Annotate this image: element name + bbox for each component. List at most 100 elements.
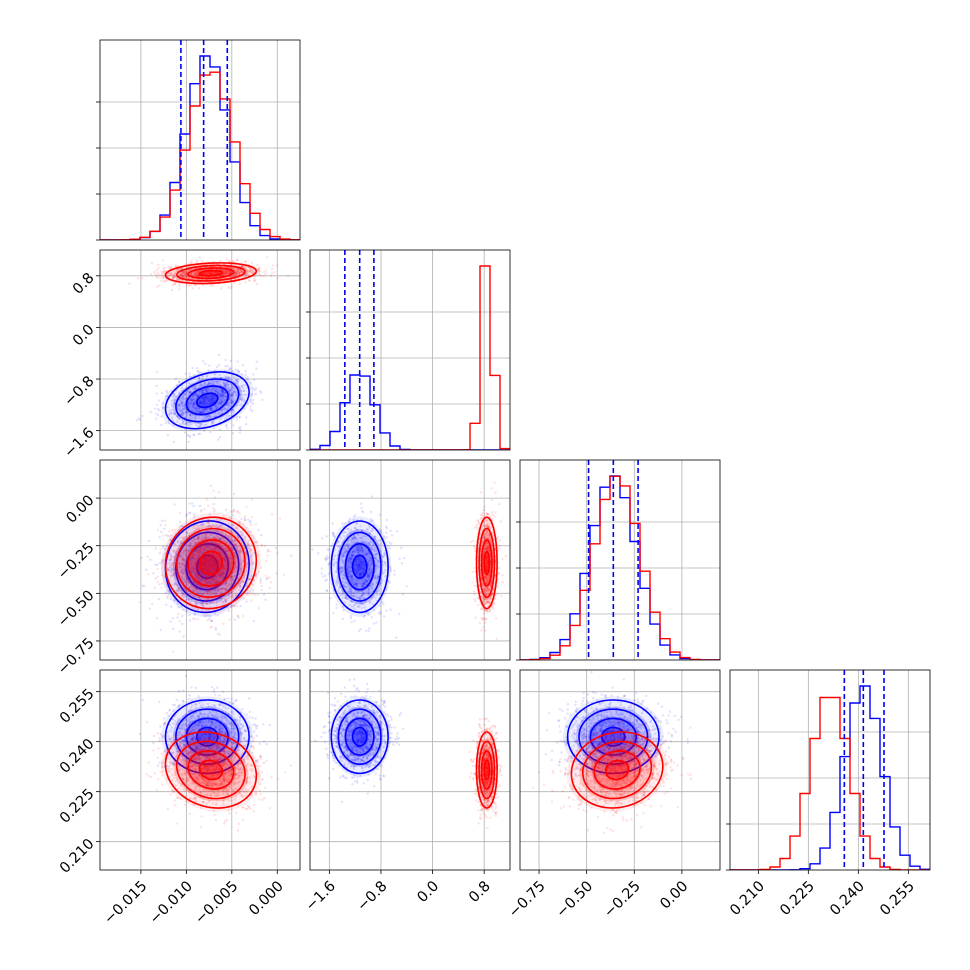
scatter-point [347,544,350,548]
scatter-point [351,554,354,558]
scatter-point [197,583,200,586]
scatter-point [186,276,189,280]
scatter-point [241,270,244,274]
scatter-point [231,590,234,593]
scatter-point [349,589,353,593]
scatter-point [405,585,408,588]
scatter-point [211,565,214,568]
scatter-point [161,276,165,280]
scatter-point [228,516,231,519]
scatter-point [204,389,208,392]
scatter-point [207,389,211,392]
scatter-point [189,268,192,272]
scatter-point [201,391,204,395]
scatter-point [198,580,202,583]
scatter-point [202,542,205,545]
scatter-point [178,630,181,633]
scatter-point [205,566,208,569]
scatter-point [215,390,219,393]
scatter-point [210,552,213,556]
scatter-point [180,406,183,409]
scatter-point [227,582,231,586]
scatter-point [219,394,223,397]
scatter-point [217,391,220,395]
scatter-point [197,574,201,578]
scatter-point [226,271,229,274]
scatter-point [234,270,237,274]
scatter-point [195,564,198,568]
scatter-point [353,530,356,533]
scatter-point [224,358,227,362]
scatter-point [199,598,203,601]
scatter-point [211,271,214,274]
scatter-point [182,270,185,273]
scatter-point [176,586,180,589]
scatter-point [190,559,193,562]
scatter-point [200,399,203,402]
scatter-point [214,581,217,585]
scatter-point [266,554,269,557]
scatter-point [221,392,225,395]
scatter-point [171,276,175,279]
scatter-point [228,555,231,558]
scatter-point [219,524,223,527]
scatter-point [208,382,211,385]
scatter-point [254,575,257,578]
scatter-point [214,546,217,549]
scatter-point [208,271,212,274]
scatter-point [205,590,208,593]
scatter-point [158,276,161,279]
scatter-point [395,636,398,639]
scatter-point [177,381,181,384]
scatter-point [169,534,173,537]
scatter-point [218,373,221,377]
scatter-point [204,554,208,558]
scatter-point [226,549,229,553]
scatter-point [192,402,196,406]
scatter-point [198,547,201,550]
scatter-point [268,586,271,590]
scatter-point [198,402,202,405]
scatter-point [209,567,212,570]
scatter-point [198,403,202,406]
scatter-point [253,279,256,282]
scatter-point [235,415,238,419]
scatter-point [213,272,217,275]
scatter-point [225,562,228,566]
scatter-point [192,557,195,560]
scatter-point [164,592,167,595]
scatter-point [180,272,183,275]
scatter-point [229,529,232,533]
scatter-point [238,522,241,525]
scatter-point [190,399,193,402]
scatter-point [188,391,192,394]
scatter-point [231,545,235,548]
scatter-point [210,421,214,424]
scatter-point [210,590,213,594]
scatter-point [196,270,199,274]
scatter-point [226,377,229,380]
scatter-point [195,261,198,264]
scatter-point [205,602,208,605]
scatter-point [231,594,234,597]
scatter-point [244,260,247,263]
scatter-point [181,592,184,596]
scatter-point [235,258,239,262]
scatter-point [270,513,274,516]
scatter-point [385,609,388,612]
scatter-point [202,568,205,571]
scatter-point [209,571,212,575]
scatter-point [260,544,263,547]
scatter-point [194,603,198,606]
scatter-point [265,256,269,259]
scatter-point [210,406,213,409]
scatter-point [195,567,199,571]
scatter-point [187,276,191,280]
scatter-point [193,537,196,540]
scatter-point [199,537,203,541]
scatter-point [230,594,233,597]
scatter-point [250,261,253,264]
scatter-point [355,563,359,567]
scatter-point [176,268,180,271]
scatter-point [184,390,188,394]
